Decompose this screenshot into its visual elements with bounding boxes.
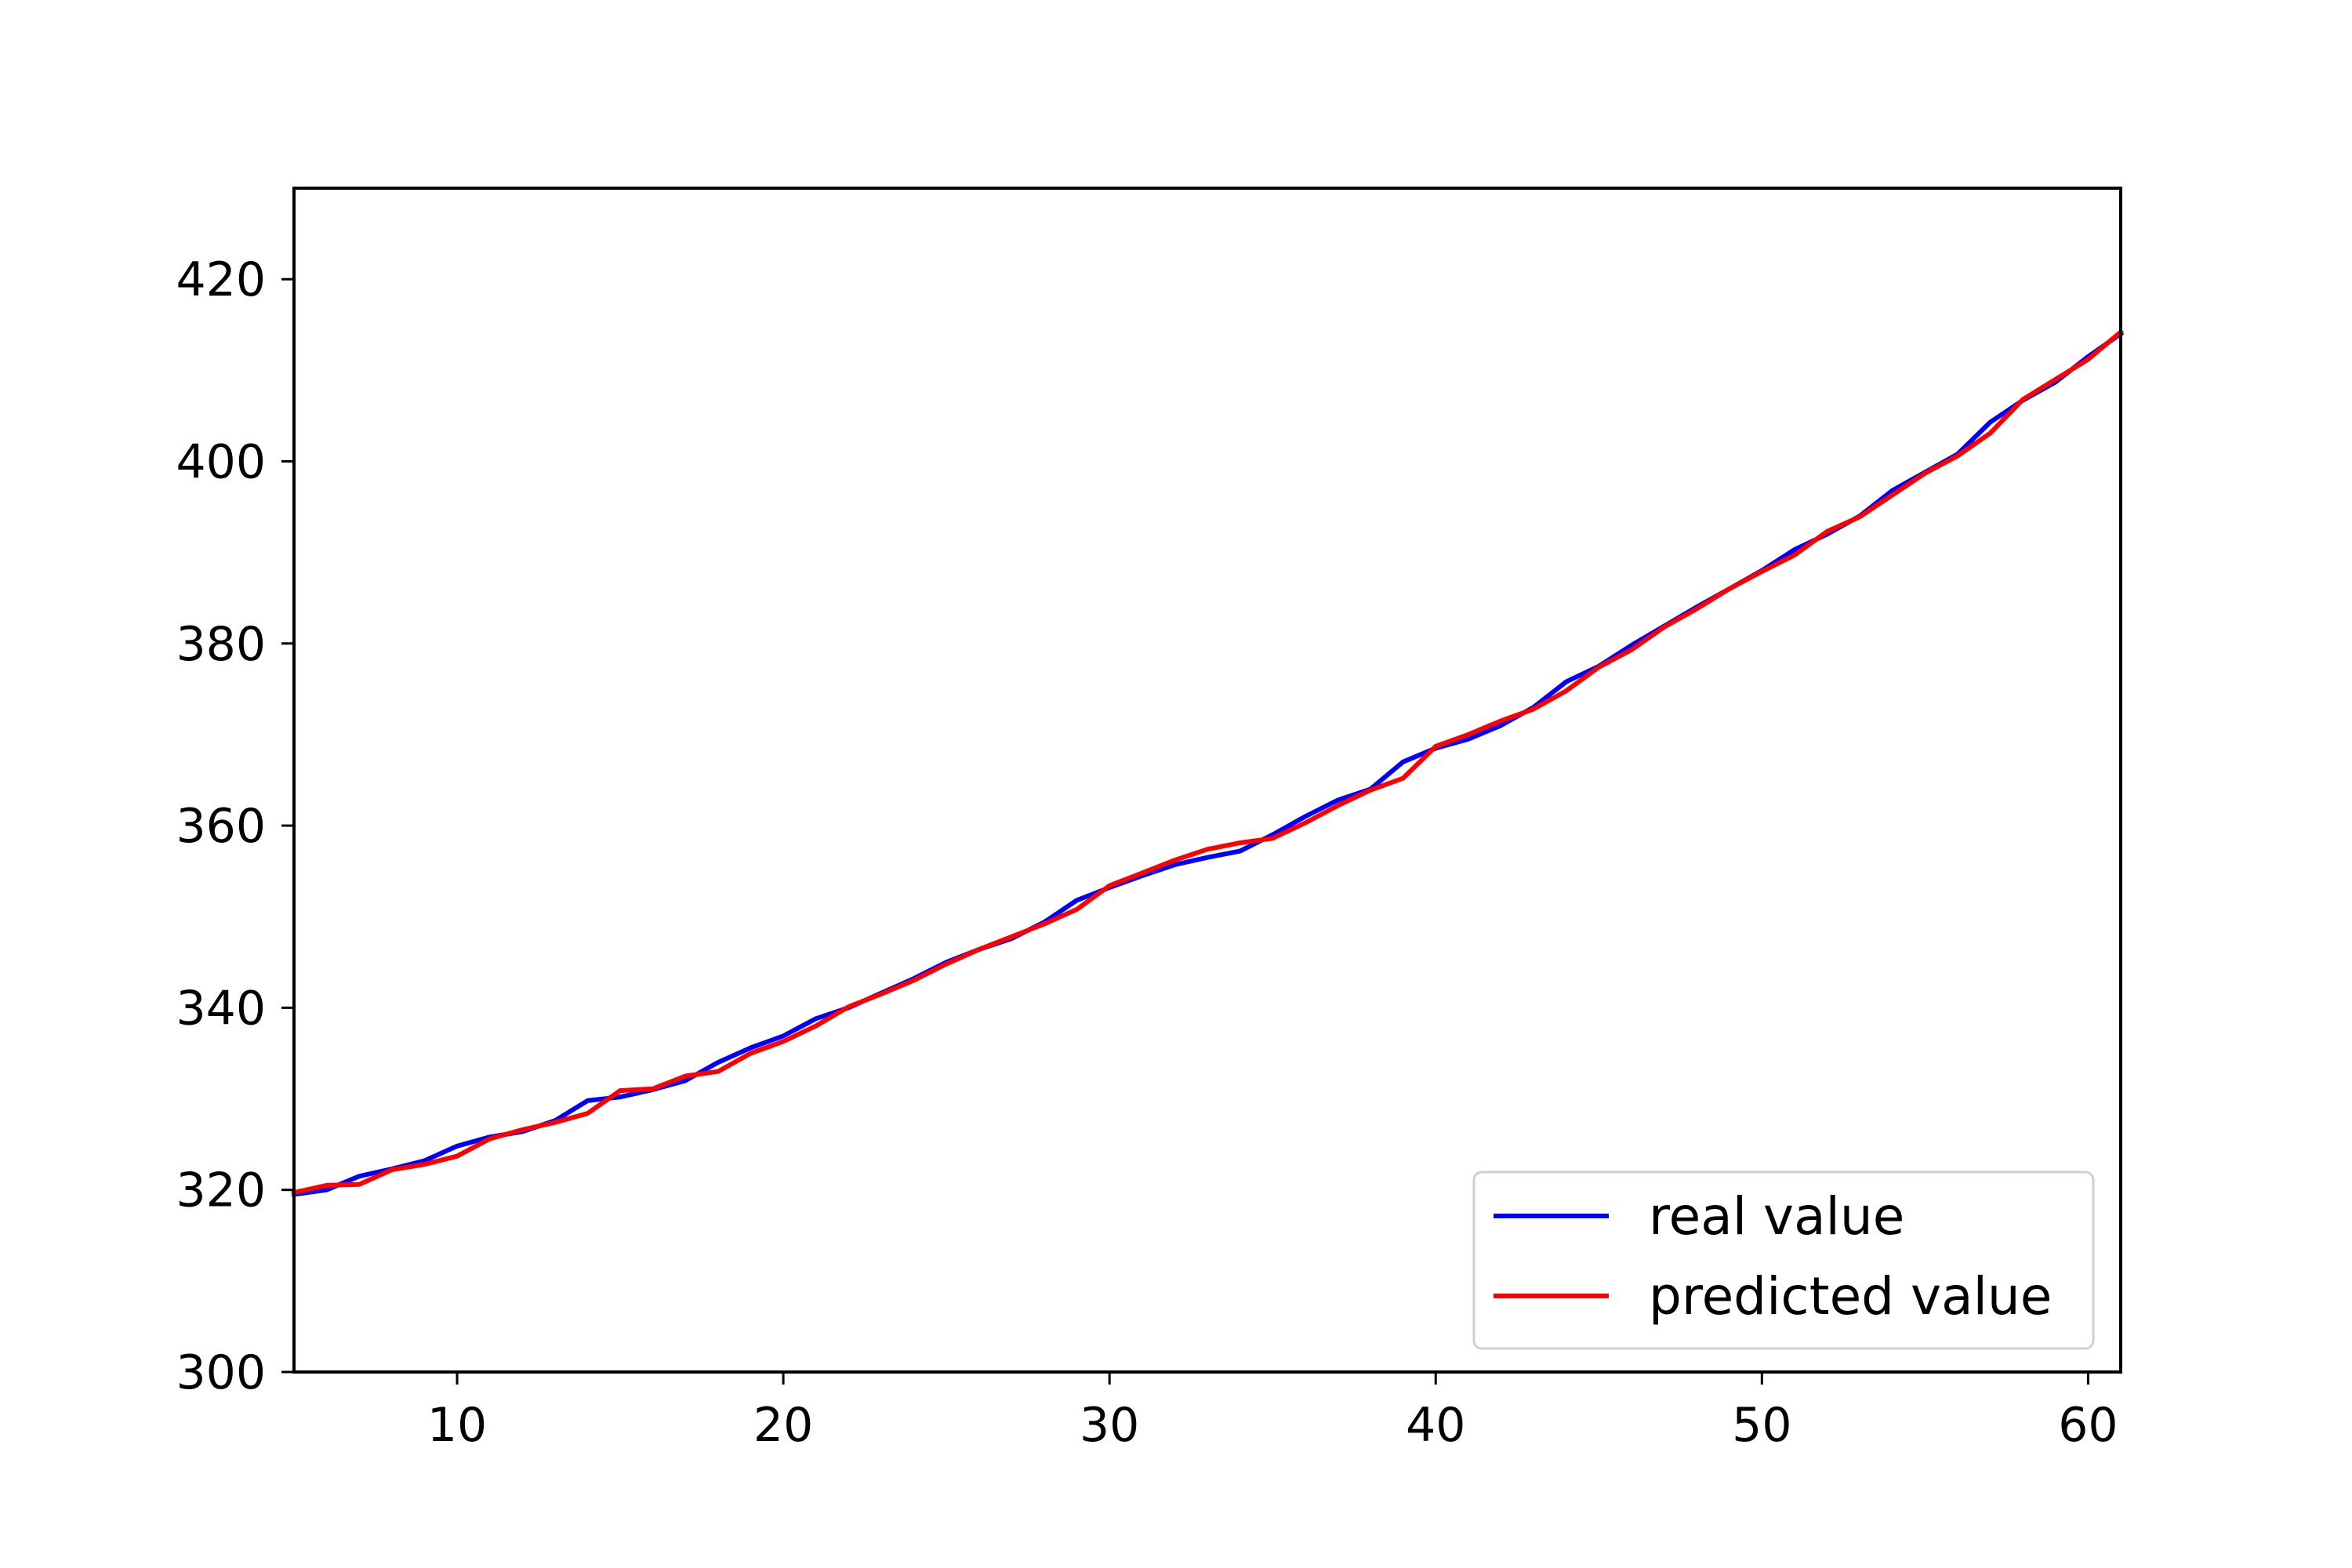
legend-label-0: real value: [1649, 1186, 1904, 1247]
x-axis: 10 20 30 40 50 60: [427, 1372, 2118, 1453]
plot-frame: [292, 187, 2122, 1374]
y-tick-label: 320: [176, 1163, 266, 1218]
x-tick-label: 20: [753, 1398, 813, 1453]
y-tick-label: 380: [176, 617, 266, 672]
legend-box: [1472, 1171, 2095, 1350]
series-layer: [291, 328, 2125, 1197]
legend-label-1: predicted value: [1649, 1266, 2052, 1327]
x-tick-label: 30: [1080, 1398, 1139, 1453]
x-tick-label: 50: [1732, 1398, 1791, 1453]
legend: real value predicted value: [1472, 1171, 2095, 1350]
y-tick-label: 360: [176, 799, 266, 854]
x-tick-label: 60: [2058, 1398, 2118, 1453]
y-axis: 300 320 340 360 380 400 420: [176, 252, 294, 1400]
y-tick-label: 300: [176, 1345, 266, 1400]
y-tick-label: 400: [176, 434, 266, 489]
x-tick-label: 40: [1406, 1398, 1465, 1453]
x-tick-label: 10: [427, 1398, 487, 1453]
y-tick-label: 420: [176, 252, 266, 307]
y-tick-label: 340: [176, 981, 266, 1036]
series-line-1: [291, 328, 2125, 1196]
